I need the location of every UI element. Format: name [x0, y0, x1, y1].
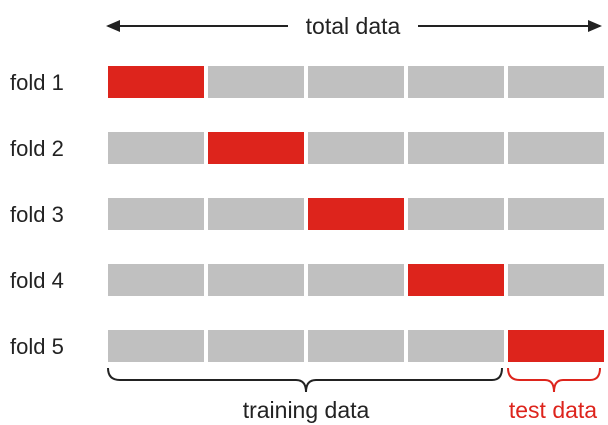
training-segment: [408, 198, 504, 230]
training-segment: [108, 264, 204, 296]
training-segment: [408, 330, 504, 362]
bottom-legend: training data test data: [107, 367, 601, 423]
test-data-bracket: [507, 367, 601, 393]
fold-row-4: fold 4: [10, 264, 604, 296]
fold-label: fold 4: [10, 268, 64, 293]
training-segment: [108, 198, 204, 230]
fold-label: fold 2: [10, 136, 64, 161]
training-segment: [308, 132, 404, 164]
fold-label: fold 3: [10, 202, 64, 227]
training-segment: [208, 264, 304, 296]
test-segment: [108, 66, 204, 98]
test-segment: [308, 198, 404, 230]
fold-row-5: fold 5: [10, 330, 604, 362]
fold-rows: fold 1 fold 2 fold 3 fold 4 fold 5: [10, 66, 604, 362]
training-data-label: training data: [243, 397, 370, 423]
training-data-bracket: [107, 367, 503, 393]
total-data-arrow: total data: [106, 13, 602, 39]
training-segment: [308, 330, 404, 362]
training-segment: [108, 132, 204, 164]
test-segment: [208, 132, 304, 164]
total-data-label: total data: [306, 13, 401, 39]
fold-label: fold 1: [10, 70, 64, 95]
training-segment: [308, 264, 404, 296]
training-segment: [208, 198, 304, 230]
fold-row-1: fold 1: [10, 66, 604, 98]
fold-label: fold 5: [10, 334, 64, 359]
training-segment: [208, 330, 304, 362]
fold-row-2: fold 2: [10, 132, 604, 164]
training-segment: [308, 66, 404, 98]
test-data-label: test data: [509, 397, 597, 423]
training-segment: [408, 66, 504, 98]
training-segment: [208, 66, 304, 98]
training-segment: [108, 330, 204, 362]
test-segment: [408, 264, 504, 296]
training-segment: [408, 132, 504, 164]
training-segment: [508, 132, 604, 164]
test-segment: [508, 330, 604, 362]
training-segment: [508, 264, 604, 296]
training-segment: [508, 198, 604, 230]
fold-row-3: fold 3: [10, 198, 604, 230]
training-segment: [508, 66, 604, 98]
